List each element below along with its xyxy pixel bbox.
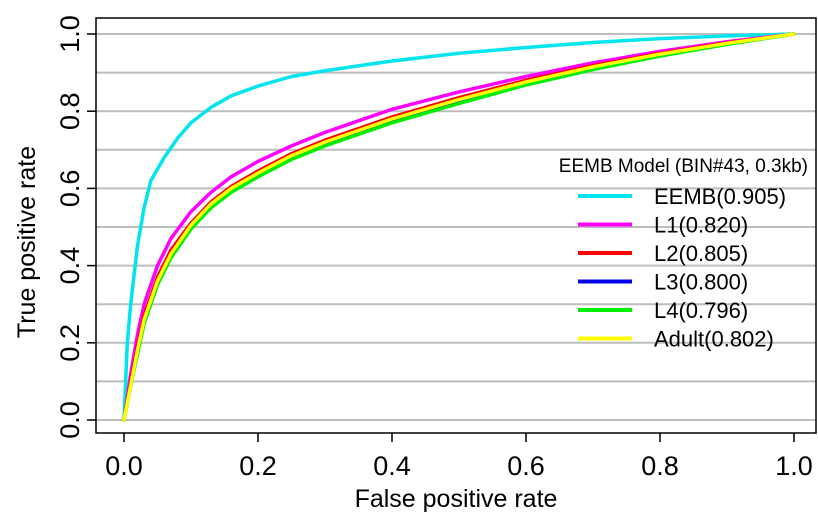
y-tick-label: 1.0 — [55, 15, 85, 53]
x-tick-label: 0.6 — [507, 451, 545, 481]
legend-label: Adult(0.802) — [654, 327, 774, 352]
legend-label: L1(0.820) — [654, 213, 748, 238]
x-axis-label: False positive rate — [355, 485, 558, 513]
series-line — [122, 32, 796, 422]
y-tick-label: 0.2 — [55, 324, 85, 362]
legend-label: L4(0.796) — [654, 298, 748, 323]
x-tick-label: 1.0 — [775, 451, 813, 481]
y-axis: 0.0 0.2 0.4 0.6 0.8 1.0 — [55, 15, 96, 439]
legend: EEMB Model (BIN#43, 0.3kb) EEMB(0.905) L1… — [559, 156, 808, 352]
y-tick-label: 0.4 — [55, 247, 85, 285]
y-axis-label: True positive rate — [13, 146, 41, 338]
legend-label: L3(0.800) — [654, 270, 748, 295]
x-tick-label: 0.8 — [641, 451, 679, 481]
plot-frame — [95, 17, 817, 434]
x-tick-label: 0.2 — [239, 451, 277, 481]
y-tick-label: 0.8 — [55, 92, 85, 130]
y-tick-label: 0.6 — [55, 170, 85, 208]
y-tick-label: 0.0 — [55, 401, 85, 439]
x-tick-label: 0.4 — [373, 451, 411, 481]
series-line — [122, 32, 796, 422]
x-tick-label: 0.0 — [105, 451, 143, 481]
series-lines — [122, 32, 796, 422]
legend-label: EEMB(0.905) — [654, 184, 786, 209]
legend-title: EEMB Model (BIN#43, 0.3kb) — [559, 156, 808, 177]
series-line — [122, 32, 796, 422]
legend-label: L2(0.805) — [654, 241, 748, 266]
x-axis: 0.0 0.2 0.4 0.6 0.8 1.0 — [105, 433, 813, 481]
